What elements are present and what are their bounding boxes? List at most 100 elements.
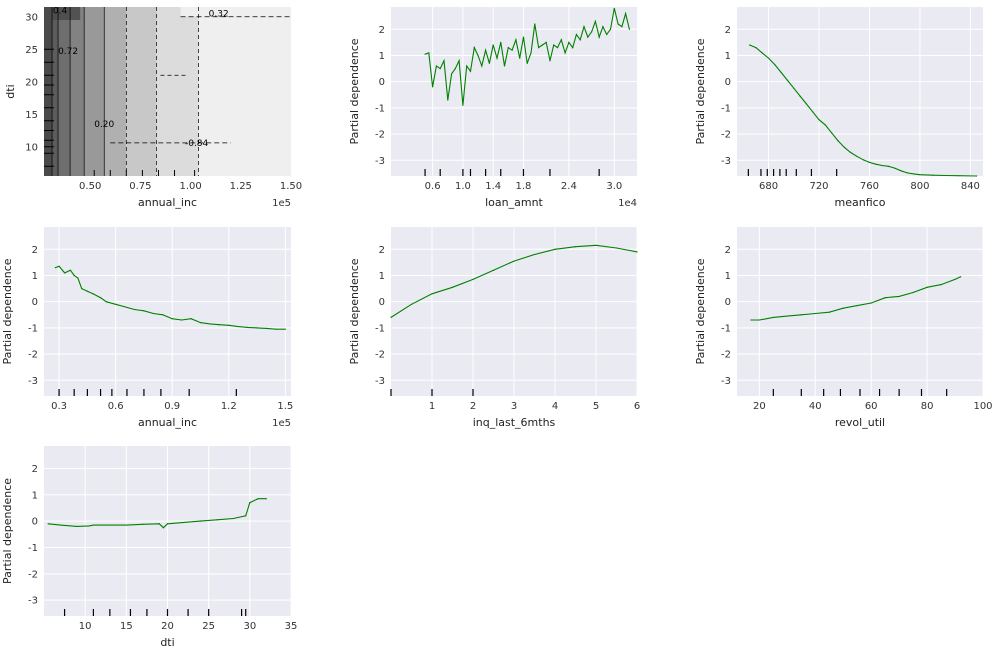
data-point bbox=[931, 174, 934, 176]
data-point bbox=[247, 326, 249, 328]
data-point bbox=[458, 60, 460, 62]
data-point bbox=[450, 73, 453, 75]
data-point bbox=[158, 523, 160, 525]
data-point bbox=[912, 291, 914, 294]
x-axis-label: meanfico bbox=[835, 196, 886, 209]
data-point bbox=[793, 87, 795, 89]
data-point bbox=[814, 312, 816, 315]
y-axis-label: Partial dependence bbox=[694, 38, 707, 144]
y-axis-label: Partial dependence bbox=[348, 38, 361, 144]
data-point bbox=[761, 52, 763, 54]
data-point bbox=[522, 36, 525, 38]
data-point bbox=[772, 316, 774, 318]
inq_last_6mths-chart: -3 -2 -1 0 1 2 Partial dependence 1 2 3 4 5 6 inq_las… bbox=[348, 227, 640, 429]
x-tick-label: 100 bbox=[973, 401, 992, 412]
data-point bbox=[828, 311, 830, 313]
y-tick-label: 1 bbox=[379, 51, 385, 62]
data-point bbox=[900, 170, 902, 172]
y-tick-label: -3 bbox=[375, 156, 385, 167]
data-point bbox=[575, 33, 578, 36]
data-point bbox=[594, 20, 596, 23]
data-point bbox=[500, 41, 502, 43]
data-point bbox=[595, 244, 597, 246]
contour-label: -0.84 bbox=[185, 139, 209, 149]
y-tick-label: 1 bbox=[725, 271, 731, 282]
y-tick-label: -2 bbox=[28, 350, 38, 361]
data-point bbox=[818, 119, 820, 121]
y-tick-label: 1 bbox=[32, 490, 38, 501]
x-tick-label: 0.6 bbox=[108, 401, 124, 412]
meanfico-chart: -3 -2 -1 0 1 2 Partial dependence 680 720 760 800 8… bbox=[694, 7, 983, 209]
x-tick-label: 4 bbox=[552, 401, 558, 412]
data-point bbox=[837, 140, 839, 142]
data-point bbox=[390, 316, 392, 318]
data-point bbox=[199, 322, 202, 324]
contour-label: 0.32 bbox=[209, 10, 229, 20]
dti-chart: -3 -2 -1 0 1 2 Partial dependence 10 15 20 25 30 35 d… bbox=[1, 446, 297, 649]
x-tick-label: 6 bbox=[634, 401, 640, 412]
contour-band bbox=[52, 7, 59, 176]
data-point bbox=[190, 318, 192, 320]
data-point bbox=[181, 319, 183, 321]
data-point bbox=[843, 146, 845, 148]
x-tick-label: 0.3 bbox=[51, 401, 67, 412]
data-point bbox=[545, 41, 547, 43]
data-point bbox=[477, 54, 479, 57]
data-point bbox=[533, 253, 536, 256]
y-tick-label: 2 bbox=[32, 245, 38, 256]
contour-band bbox=[198, 7, 291, 176]
y-tick-label: 2 bbox=[379, 245, 385, 256]
data-point bbox=[59, 524, 62, 526]
data-point bbox=[162, 314, 164, 316]
x-offset-label: 1e5 bbox=[272, 418, 291, 429]
data-point bbox=[47, 523, 49, 525]
x-tick-label: 3.0 bbox=[606, 181, 622, 192]
data-point bbox=[564, 52, 566, 54]
data-point bbox=[209, 323, 211, 325]
x-tick-label: 15 bbox=[120, 621, 133, 632]
data-point bbox=[183, 521, 185, 524]
data-point bbox=[954, 278, 956, 281]
x-tick-label: 30 bbox=[243, 621, 256, 632]
data-point bbox=[856, 305, 858, 307]
data-point bbox=[431, 293, 433, 295]
contour-band bbox=[126, 7, 157, 176]
y-tick-label: 0 bbox=[725, 77, 731, 88]
x-tick-label: 1.8 bbox=[516, 181, 532, 192]
data-point bbox=[881, 164, 883, 167]
data-point bbox=[77, 277, 79, 279]
y-tick-label: 0 bbox=[32, 517, 38, 528]
x-axis-label: inq_last_6mths bbox=[473, 416, 556, 429]
data-point bbox=[919, 174, 921, 176]
data-point bbox=[615, 247, 618, 249]
data-point bbox=[805, 103, 807, 105]
y-axis-label: Partial dependence bbox=[1, 258, 14, 364]
data-point bbox=[275, 328, 277, 330]
data-point bbox=[245, 515, 247, 517]
data-point bbox=[99, 297, 102, 299]
data-point bbox=[526, 62, 528, 64]
data-point bbox=[812, 111, 814, 113]
data-point bbox=[842, 307, 844, 309]
data-point bbox=[199, 520, 202, 522]
data-point bbox=[553, 44, 555, 46]
contour-band bbox=[44, 7, 53, 176]
y-tick-label: 10 bbox=[25, 142, 38, 153]
data-point bbox=[451, 286, 454, 288]
contour-label: 0.4 bbox=[53, 6, 68, 16]
revol_util-chart: -3 -2 -1 0 1 2 Partial dependence 20 40 60 80 100 re… bbox=[694, 227, 993, 429]
contour-band bbox=[180, 7, 291, 17]
contour-band bbox=[70, 7, 85, 176]
data-point bbox=[435, 65, 438, 67]
data-point bbox=[613, 7, 615, 9]
data-point bbox=[410, 303, 413, 305]
data-point bbox=[957, 175, 959, 177]
x-tick-label: 3 bbox=[511, 401, 517, 412]
data-point bbox=[628, 28, 631, 30]
data-point bbox=[284, 328, 286, 330]
y-tick-label: 30 bbox=[25, 12, 38, 23]
x-tick-label: 1 bbox=[429, 401, 435, 412]
data-point bbox=[780, 71, 782, 74]
data-point bbox=[560, 39, 562, 41]
x-axis-label: annual_inc bbox=[138, 196, 197, 209]
